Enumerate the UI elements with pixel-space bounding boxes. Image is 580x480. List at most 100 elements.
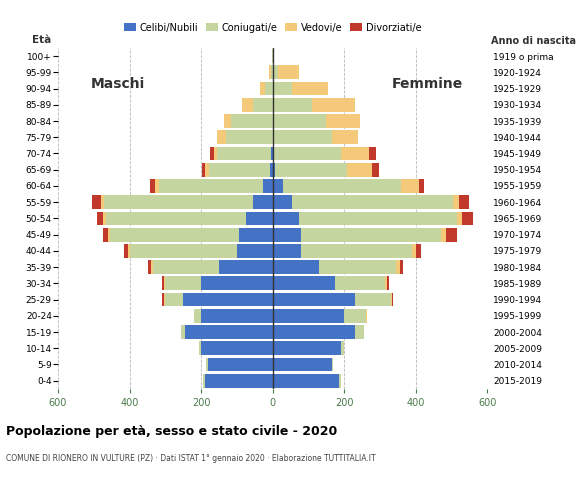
Bar: [292, 82, 328, 96]
Text: Maschi: Maschi: [91, 77, 145, 91]
Bar: [273, 98, 312, 112]
Bar: [151, 260, 153, 274]
Bar: [301, 244, 412, 258]
Bar: [273, 65, 278, 79]
Text: Anno di nascita: Anno di nascita: [491, 36, 577, 46]
Bar: [210, 146, 213, 160]
Bar: [355, 325, 364, 339]
Bar: [276, 163, 347, 177]
Bar: [150, 179, 155, 193]
Bar: [282, 179, 401, 193]
Bar: [372, 163, 379, 177]
Bar: [273, 228, 301, 241]
Bar: [237, 244, 273, 258]
Bar: [153, 260, 219, 274]
Bar: [266, 82, 273, 96]
Bar: [273, 325, 355, 339]
Bar: [273, 146, 274, 160]
Bar: [103, 212, 106, 225]
Legend: Celibi/Nubili, Coniugati/e, Vedovi/e, Divorziati/e: Celibi/Nubili, Coniugati/e, Vedovi/e, Di…: [120, 19, 425, 36]
Bar: [400, 260, 403, 274]
Bar: [162, 276, 164, 290]
Bar: [339, 374, 340, 387]
Bar: [110, 228, 238, 241]
Bar: [201, 309, 273, 323]
Bar: [238, 228, 273, 241]
Bar: [273, 260, 319, 274]
Bar: [453, 195, 459, 209]
Bar: [271, 146, 273, 160]
Bar: [273, 358, 332, 372]
Bar: [272, 49, 273, 63]
Bar: [340, 146, 369, 160]
Bar: [103, 228, 108, 241]
Bar: [206, 358, 208, 372]
Bar: [273, 341, 340, 355]
Bar: [263, 179, 273, 193]
Bar: [273, 195, 292, 209]
Bar: [162, 293, 164, 306]
Bar: [224, 114, 231, 128]
Bar: [412, 244, 416, 258]
Bar: [273, 309, 344, 323]
Bar: [108, 228, 110, 241]
Bar: [273, 276, 335, 290]
Bar: [419, 179, 424, 193]
Bar: [269, 65, 271, 79]
Text: Femmine: Femmine: [392, 77, 463, 91]
Bar: [319, 260, 396, 274]
Bar: [347, 163, 372, 177]
Bar: [106, 212, 246, 225]
Bar: [385, 276, 387, 290]
Bar: [369, 146, 376, 160]
Bar: [462, 212, 473, 225]
Text: Età: Età: [31, 35, 51, 45]
Bar: [209, 163, 270, 177]
Bar: [391, 293, 393, 306]
Bar: [183, 293, 273, 306]
Bar: [201, 341, 273, 355]
Bar: [401, 179, 419, 193]
Bar: [365, 309, 367, 323]
Bar: [273, 82, 292, 96]
Bar: [246, 212, 273, 225]
Bar: [273, 244, 301, 258]
Bar: [101, 195, 104, 209]
Bar: [159, 179, 263, 193]
Bar: [128, 244, 129, 258]
Bar: [332, 358, 334, 372]
Bar: [273, 163, 275, 177]
Bar: [273, 131, 332, 144]
Bar: [164, 293, 165, 306]
Bar: [387, 276, 389, 290]
Bar: [396, 260, 400, 274]
Bar: [355, 293, 391, 306]
Bar: [203, 374, 205, 387]
Bar: [301, 228, 441, 241]
Bar: [332, 131, 358, 144]
Bar: [446, 228, 457, 241]
Bar: [340, 341, 344, 355]
Bar: [194, 309, 201, 323]
Bar: [344, 309, 365, 323]
Bar: [92, 195, 101, 209]
Bar: [260, 82, 266, 96]
Bar: [148, 260, 151, 274]
Bar: [292, 195, 453, 209]
Bar: [457, 212, 462, 225]
Bar: [201, 276, 273, 290]
Bar: [271, 65, 273, 79]
Bar: [335, 276, 385, 290]
Bar: [219, 260, 273, 274]
Bar: [270, 163, 273, 177]
Bar: [165, 293, 183, 306]
Text: Popolazione per età, sesso e stato civile - 2020: Popolazione per età, sesso e stato civil…: [6, 425, 337, 438]
Bar: [273, 293, 355, 306]
Bar: [185, 325, 273, 339]
Bar: [124, 244, 128, 258]
Bar: [326, 114, 360, 128]
Bar: [278, 65, 299, 79]
Bar: [165, 276, 201, 290]
Bar: [441, 228, 446, 241]
Bar: [217, 131, 226, 144]
